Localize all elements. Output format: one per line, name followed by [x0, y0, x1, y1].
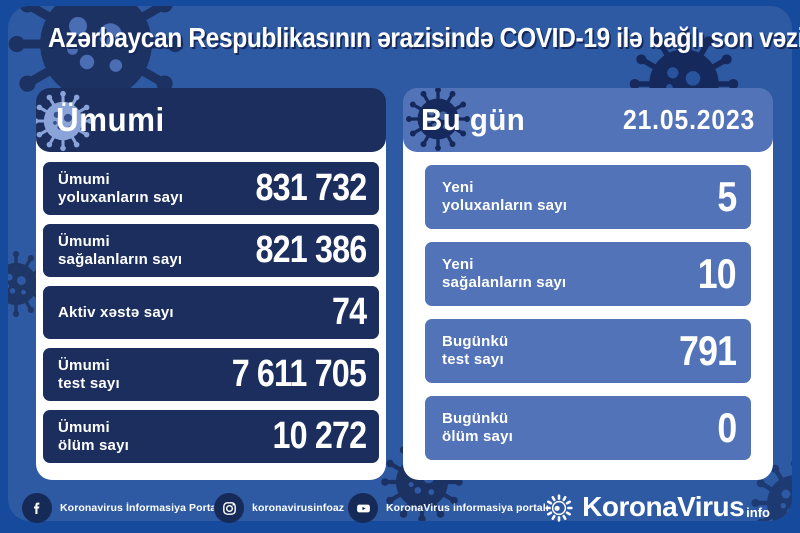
stat-value: 7 611 705	[231, 353, 367, 395]
stat-value: 821 386	[255, 229, 367, 271]
facebook-label: Koronavirus İnformasiya Portalı	[60, 502, 223, 514]
instagram-link[interactable]: koronavirusinfoaz	[214, 493, 344, 523]
table-row: Yeni sağalanların sayı 10	[425, 242, 751, 306]
stat-value: 5	[716, 173, 737, 220]
today-card-header: Bu gün 21.05.2023	[403, 88, 773, 152]
table-row: Bugünkü ölüm sayı 0	[425, 396, 751, 460]
stat-value: 831 732	[255, 167, 367, 209]
stat-label: Ümumi yoluxanların sayı	[58, 170, 184, 206]
stat-value: 10	[697, 250, 737, 297]
instagram-label: koronavirusinfoaz	[252, 502, 345, 514]
sun-logo-icon	[545, 494, 573, 522]
facebook-link[interactable]: Koronavirus İnformasiya Portalı	[22, 493, 222, 523]
stat-label: Bugünkü ölüm sayı	[442, 410, 513, 445]
totals-card: Ümumi Ümumi yoluxanların sayı 831 732 Üm…	[36, 88, 386, 480]
today-card: Bu gün 21.05.2023 Yeni yoluxanların sayı…	[403, 88, 773, 480]
stat-value: 74	[331, 291, 367, 333]
youtube-label: KoronaVirus informasiya portalı	[386, 502, 549, 514]
table-row: Bugünkü test sayı 791	[425, 319, 751, 383]
stat-value: 0	[716, 404, 737, 451]
youtube-link[interactable]: KoronaVirus informasiya portalı	[348, 493, 549, 523]
stat-label: Ümumi test sayı	[58, 356, 120, 392]
stat-value: 10 272	[272, 415, 367, 457]
brand-logo: KoronaVirus info	[544, 490, 770, 524]
stat-label: Ümumi sağalanların sayı	[58, 232, 183, 268]
table-row: Yeni yoluxanların sayı 5	[425, 165, 751, 229]
stat-label: Ümumi ölüm sayı	[58, 418, 129, 454]
stat-value: 791	[678, 327, 737, 374]
table-row: Ümumi test sayı 7 611 705	[43, 348, 379, 401]
totals-card-header: Ümumi	[36, 88, 386, 152]
table-row: Ümumi sağalanların sayı 821 386	[43, 224, 379, 277]
brand-suffix: info	[746, 505, 770, 520]
stat-label: Yeni yoluxanların sayı	[442, 179, 568, 214]
table-row: Ümumi ölüm sayı 10 272	[43, 410, 379, 463]
stat-label: Yeni sağalanların sayı	[442, 256, 567, 291]
stat-label: Aktiv xəstə sayı	[58, 303, 174, 321]
today-date: 21.05.2023	[622, 104, 755, 135]
table-row: Ümumi yoluxanların sayı 831 732	[43, 162, 379, 215]
brand-name: KoronaVirus	[582, 491, 745, 522]
totals-rows: Ümumi yoluxanların sayı 831 732 Ümumi sa…	[36, 162, 386, 463]
page-title: Azərbaycan Respublikasının ərazisində CO…	[48, 22, 800, 53]
today-rows: Yeni yoluxanların sayı 5 Yeni sağalanlar…	[403, 165, 773, 460]
youtube-icon	[348, 493, 378, 523]
today-title: Bu gün	[421, 102, 526, 137]
totals-title: Ümumi	[56, 101, 165, 138]
stat-label: Bugünkü test sayı	[442, 333, 509, 368]
instagram-icon	[214, 493, 244, 523]
table-row: Aktiv xəstə sayı 74	[43, 286, 379, 339]
footer: Koronavirus İnformasiya Portalı koronavi…	[0, 490, 800, 530]
facebook-icon	[22, 493, 52, 523]
